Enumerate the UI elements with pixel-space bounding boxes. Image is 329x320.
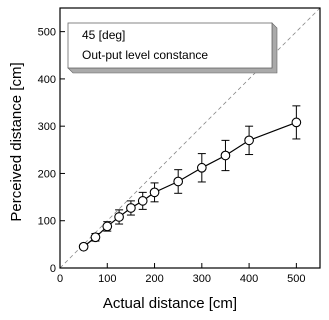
legend-box (67, 22, 273, 69)
y-tick-label: 0 (50, 263, 56, 275)
x-tick-label: 100 (98, 273, 116, 285)
y-tick-label: 300 (38, 121, 56, 133)
x-tick-label: 300 (193, 273, 211, 285)
x-tick-label: 0 (57, 273, 63, 285)
data-point (220, 150, 231, 161)
data-point (291, 117, 302, 128)
data-point (149, 187, 160, 198)
y-tick-label: 500 (38, 27, 56, 39)
data-point (126, 203, 136, 213)
y-tick-label: 100 (38, 216, 56, 228)
data-point (137, 196, 148, 206)
x-tick-label: 200 (145, 273, 163, 285)
data-point (173, 176, 184, 187)
x-axis-label: Actual distance [cm] (103, 295, 237, 312)
data-point (90, 232, 101, 243)
x-tick-label: 500 (287, 273, 305, 285)
y-tick-label: 200 (38, 168, 56, 180)
data-point (244, 135, 254, 146)
y-axis-label: Perceived distance [cm] (8, 62, 25, 221)
data-point (102, 221, 113, 232)
reference-line (59, 7, 321, 269)
legend-line: Out-put level constance (82, 48, 208, 62)
data-point (78, 241, 89, 252)
data-point (196, 162, 207, 173)
legend-line: 45 [deg] (82, 28, 125, 42)
data-point (114, 212, 124, 222)
series-line (83, 121, 297, 248)
plot-frame (59, 7, 321, 269)
x-tick-label: 400 (240, 273, 258, 285)
y-tick-label: 400 (38, 74, 56, 86)
